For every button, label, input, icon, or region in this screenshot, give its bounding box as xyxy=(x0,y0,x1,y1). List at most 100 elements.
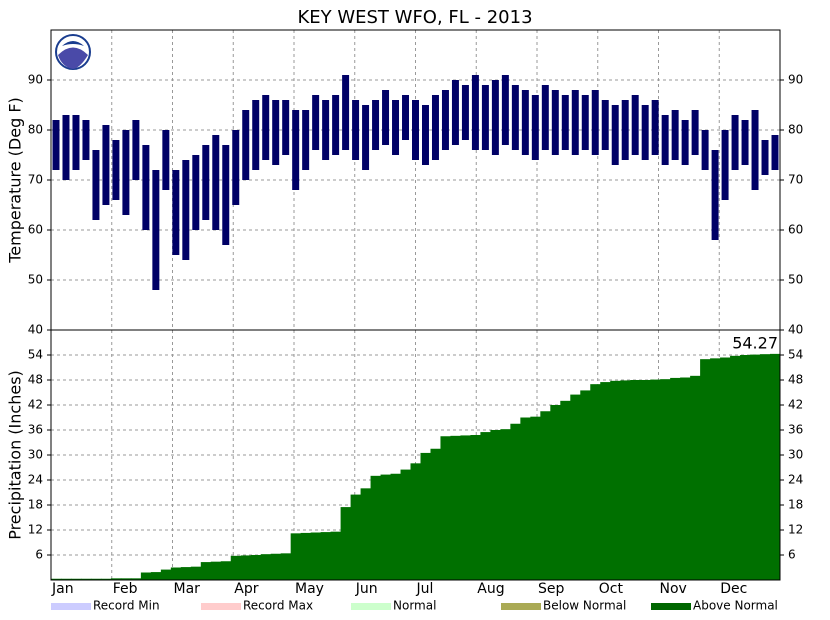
temp-bar xyxy=(471,75,479,150)
temp-bar xyxy=(102,125,110,205)
temp-bar xyxy=(152,170,160,290)
precip-step xyxy=(80,578,92,580)
temp-bar xyxy=(651,100,659,155)
temp-bar xyxy=(671,110,679,160)
precip-step xyxy=(420,452,431,580)
y-tick-label: 50 xyxy=(788,273,803,287)
temp-bar xyxy=(282,100,290,155)
y-tick-label: 54 xyxy=(788,348,803,362)
temp-bar xyxy=(771,135,779,170)
legend-swatch xyxy=(51,603,91,610)
temp-bar xyxy=(761,140,769,175)
temp-bar xyxy=(621,100,629,160)
precip-step xyxy=(360,488,372,580)
precip-step xyxy=(490,430,501,580)
temp-bar xyxy=(541,85,549,150)
y-tick-label: 30 xyxy=(788,448,803,462)
temp-bar xyxy=(342,75,350,150)
precip-step xyxy=(200,562,212,580)
y-tick-label: 80 xyxy=(28,123,43,137)
y-tick-label: 80 xyxy=(788,123,803,137)
precip-step xyxy=(630,380,641,580)
noaa-logo xyxy=(55,34,91,70)
precip-step xyxy=(230,555,242,580)
y-tick-label: 36 xyxy=(28,423,43,437)
y-tick-label: 40 xyxy=(788,323,803,337)
x-tick-label: Mar xyxy=(174,581,201,597)
temp-bar xyxy=(382,90,390,145)
precip-step xyxy=(100,578,112,580)
precip-step xyxy=(560,400,571,580)
y-tick-label: 90 xyxy=(28,73,43,87)
y-tick-label: 24 xyxy=(788,473,803,487)
chart-title: KEY WEST WFO, FL - 2013 xyxy=(297,7,532,28)
precip-step xyxy=(400,469,412,580)
temp-bar xyxy=(491,80,499,155)
temp-bar xyxy=(461,85,469,140)
temp-bar xyxy=(312,95,320,150)
temp-bar xyxy=(132,120,140,180)
y-tick-label: 48 xyxy=(788,373,803,387)
precip-step xyxy=(450,435,461,580)
temp-bar xyxy=(112,140,120,200)
precip-step xyxy=(51,578,62,580)
temp-bar xyxy=(122,130,130,215)
temp-bar xyxy=(691,110,699,155)
precip-step xyxy=(270,553,282,580)
temp-bar xyxy=(521,90,529,155)
temp-bar xyxy=(72,115,80,170)
temp-bar xyxy=(272,100,280,165)
precip-step xyxy=(760,354,771,580)
precip-step xyxy=(610,380,621,580)
precip-step xyxy=(220,561,232,580)
y-tick-label: 6 xyxy=(788,548,796,562)
precip-step xyxy=(670,377,681,580)
precip-step xyxy=(510,423,521,580)
temp-bar xyxy=(611,105,619,165)
legend-swatch xyxy=(501,603,541,610)
x-tick-label: Jan xyxy=(51,581,74,597)
precip-step xyxy=(140,572,152,580)
grid xyxy=(51,30,780,330)
y-tick-label: 36 xyxy=(788,423,803,437)
precip-step xyxy=(190,566,202,580)
y-tick-label: 70 xyxy=(28,173,43,187)
temp-bar xyxy=(441,90,449,150)
value-label: 54.27 xyxy=(732,333,778,352)
precip-step xyxy=(280,553,292,580)
temp-bar xyxy=(571,90,579,155)
precip-step xyxy=(570,394,581,580)
temp-bar xyxy=(501,75,509,145)
precip-step xyxy=(480,432,491,580)
precip-step xyxy=(300,532,312,580)
temp-bar xyxy=(362,105,370,170)
temp-bar xyxy=(202,145,210,220)
y-tick-label: 70 xyxy=(788,173,803,187)
temp-bar xyxy=(531,95,539,160)
temp-bar xyxy=(192,155,200,230)
legend-label: Record Max xyxy=(243,599,313,613)
temp-bar xyxy=(232,130,240,205)
y-tick-label: 12 xyxy=(788,523,803,537)
precip-step xyxy=(520,417,531,580)
precip-step xyxy=(150,572,162,580)
precip-step xyxy=(470,435,481,580)
legend-swatch xyxy=(201,603,241,610)
precip-step xyxy=(660,379,671,580)
precip-step xyxy=(750,354,761,580)
precip-step xyxy=(430,448,441,580)
precip-step xyxy=(440,436,451,580)
temp-bar xyxy=(681,120,689,165)
precip-step xyxy=(700,359,711,580)
y-tick-label: 60 xyxy=(788,223,803,237)
temp-bar xyxy=(561,95,569,150)
precip-step xyxy=(500,429,511,580)
precip-step xyxy=(770,353,781,580)
legend-label: Below Normal xyxy=(543,599,626,613)
precip-step xyxy=(130,578,142,580)
precip-step xyxy=(120,578,132,580)
precip-step xyxy=(680,377,691,580)
precip-step xyxy=(720,357,731,580)
temp-bar xyxy=(302,110,310,170)
temp-bar xyxy=(601,100,609,150)
